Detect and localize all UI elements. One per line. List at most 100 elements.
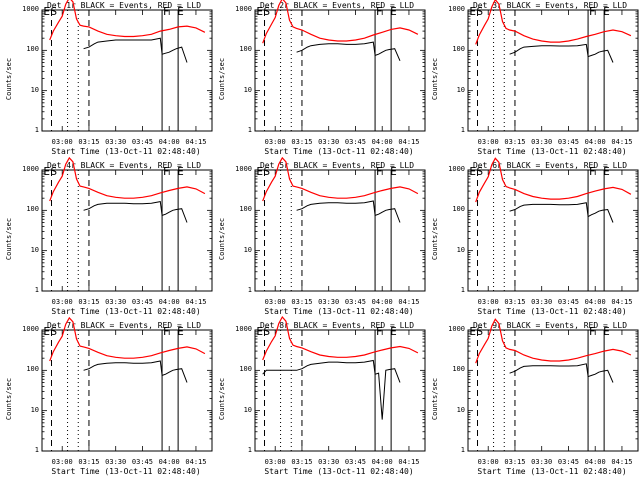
x-tick-label: 03:00 <box>264 458 286 466</box>
x-tick-label: 03:00 <box>51 298 73 306</box>
x-tick-label: 03:30 <box>105 458 127 466</box>
flag-label: E <box>469 5 476 18</box>
flag-label: E <box>256 5 263 18</box>
flag-label: E <box>43 325 50 338</box>
flag-label: E <box>390 5 397 18</box>
y-tick-label: 10 <box>243 245 252 254</box>
flag-label: S <box>476 5 484 18</box>
flag-label: S <box>50 165 58 178</box>
series-line-events <box>509 202 614 223</box>
plot-canvas <box>467 157 639 292</box>
plot-canvas <box>467 0 639 132</box>
x-tick-label: 04:15 <box>611 298 633 306</box>
x-tick-label: 03:45 <box>344 138 366 146</box>
x-tick-label: 03:00 <box>477 458 499 466</box>
chart-title: Det 3r BLACK = Events, RED = LLD <box>472 1 628 10</box>
detector-panel-7: Det 7r BLACK = Events, RED = LLD Start Ti… <box>0 316 213 480</box>
series-line-events <box>296 41 401 62</box>
y-tick-label: 10 <box>243 405 252 414</box>
detector-panel-1: Det 1r BLACK = Events, RED = LLD Start Ti… <box>0 0 213 160</box>
x-axis-label: Start Time (13-Oct-11 02:48:40) <box>51 307 201 316</box>
chart-title: Det 4r BLACK = Events, RED = LLD <box>46 161 202 170</box>
flag-label: F <box>162 325 170 338</box>
y-tick-label: 10 <box>30 245 39 254</box>
x-tick-label: 04:15 <box>398 298 420 306</box>
chart-title: Det 1r BLACK = Events, RED = LLD <box>46 1 202 10</box>
x-tick-label: 03:30 <box>318 458 340 466</box>
plot-canvas <box>254 315 426 452</box>
flag-label: S <box>476 325 484 338</box>
plot-frame <box>254 329 426 452</box>
x-tick-label: 03:45 <box>557 458 579 466</box>
x-tick-label: 03:15 <box>291 298 313 306</box>
flag-label: E <box>390 325 397 338</box>
series-line-events <box>83 360 188 383</box>
x-tick-label: 03:45 <box>131 458 153 466</box>
y-tick-label: 1 <box>247 126 252 134</box>
x-axis-label: Start Time (13-Oct-11 02:48:40) <box>51 147 201 156</box>
y-tick-label: 100 <box>239 365 252 374</box>
flag-label: S <box>50 5 58 18</box>
plot-frame <box>254 9 426 132</box>
y-tick-label: 1 <box>247 286 252 294</box>
x-tick-label: 03:15 <box>78 298 100 306</box>
plot-frame <box>467 329 639 452</box>
y-tick-label: 1000 <box>235 325 252 333</box>
x-tick-label: 03:00 <box>264 138 286 146</box>
flag-label: S <box>263 5 271 18</box>
series-line-lld <box>49 316 206 362</box>
flag-label: S <box>263 165 271 178</box>
series-line-events <box>296 200 401 223</box>
plot-frame <box>41 169 213 292</box>
x-axis-label: Start Time (13-Oct-11 02:48:40) <box>51 467 201 476</box>
plot-canvas <box>41 316 213 452</box>
x-tick-label: 03:45 <box>344 458 366 466</box>
series-line-events <box>83 37 188 63</box>
flag-label: F <box>375 165 383 178</box>
series-line-events <box>509 363 614 383</box>
flag-label: F <box>588 325 596 338</box>
y-tick-label: 10 <box>456 245 465 254</box>
x-tick-label: 03:45 <box>557 298 579 306</box>
x-tick-label: 04:15 <box>185 298 207 306</box>
x-axis-label: Start Time (13-Oct-11 02:48:40) <box>477 307 627 316</box>
detector-panel-4: Det 4r BLACK = Events, RED = LLD Start Ti… <box>0 156 213 320</box>
x-tick-label: 03:15 <box>291 138 313 146</box>
x-tick-label: 03:30 <box>531 138 553 146</box>
x-tick-label: 04:00 <box>158 298 180 306</box>
y-tick-label: 100 <box>452 365 465 374</box>
x-tick-label: 04:00 <box>584 138 606 146</box>
y-tick-label: 1000 <box>22 325 39 333</box>
y-tick-label: 1000 <box>22 165 39 173</box>
x-tick-label: 04:15 <box>611 458 633 466</box>
x-axis-label: Start Time (13-Oct-11 02:48:40) <box>477 467 627 476</box>
x-tick-label: 03:30 <box>531 458 553 466</box>
y-tick-label: 100 <box>239 205 252 214</box>
y-tick-label: 1 <box>460 446 465 454</box>
x-axis-label: Start Time (13-Oct-11 02:48:40) <box>477 147 627 156</box>
x-tick-label: 03:45 <box>131 138 153 146</box>
chart-title: Det 7r BLACK = Events, RED = LLD <box>46 321 202 330</box>
y-tick-label: 1 <box>247 446 252 454</box>
x-tick-label: 03:30 <box>531 298 553 306</box>
plot-canvas <box>254 0 426 132</box>
plot-frame <box>467 9 639 132</box>
series-line-lld <box>475 318 632 364</box>
x-tick-label: 03:30 <box>318 298 340 306</box>
chart-title: Det 2r BLACK = Events, RED = LLD <box>259 1 415 10</box>
x-tick-label: 03:30 <box>105 138 127 146</box>
series-line-lld <box>262 0 419 44</box>
flag-label: E <box>256 165 263 178</box>
detector-panel-5: Det 5r BLACK = Events, RED = LLD Start Ti… <box>213 156 426 320</box>
x-tick-label: 04:00 <box>371 298 393 306</box>
flag-label: E <box>256 325 263 338</box>
y-tick-label: 1000 <box>235 5 252 13</box>
y-tick-label: 1 <box>34 126 39 134</box>
flag-label: E <box>43 5 50 18</box>
detector-panel-3: Det 3r BLACK = Events, RED = LLD Start Ti… <box>426 0 639 160</box>
x-tick-label: 03:00 <box>477 138 499 146</box>
series-line-events <box>509 43 614 63</box>
flag-label: E <box>177 165 184 178</box>
flag-label: S <box>263 325 271 338</box>
